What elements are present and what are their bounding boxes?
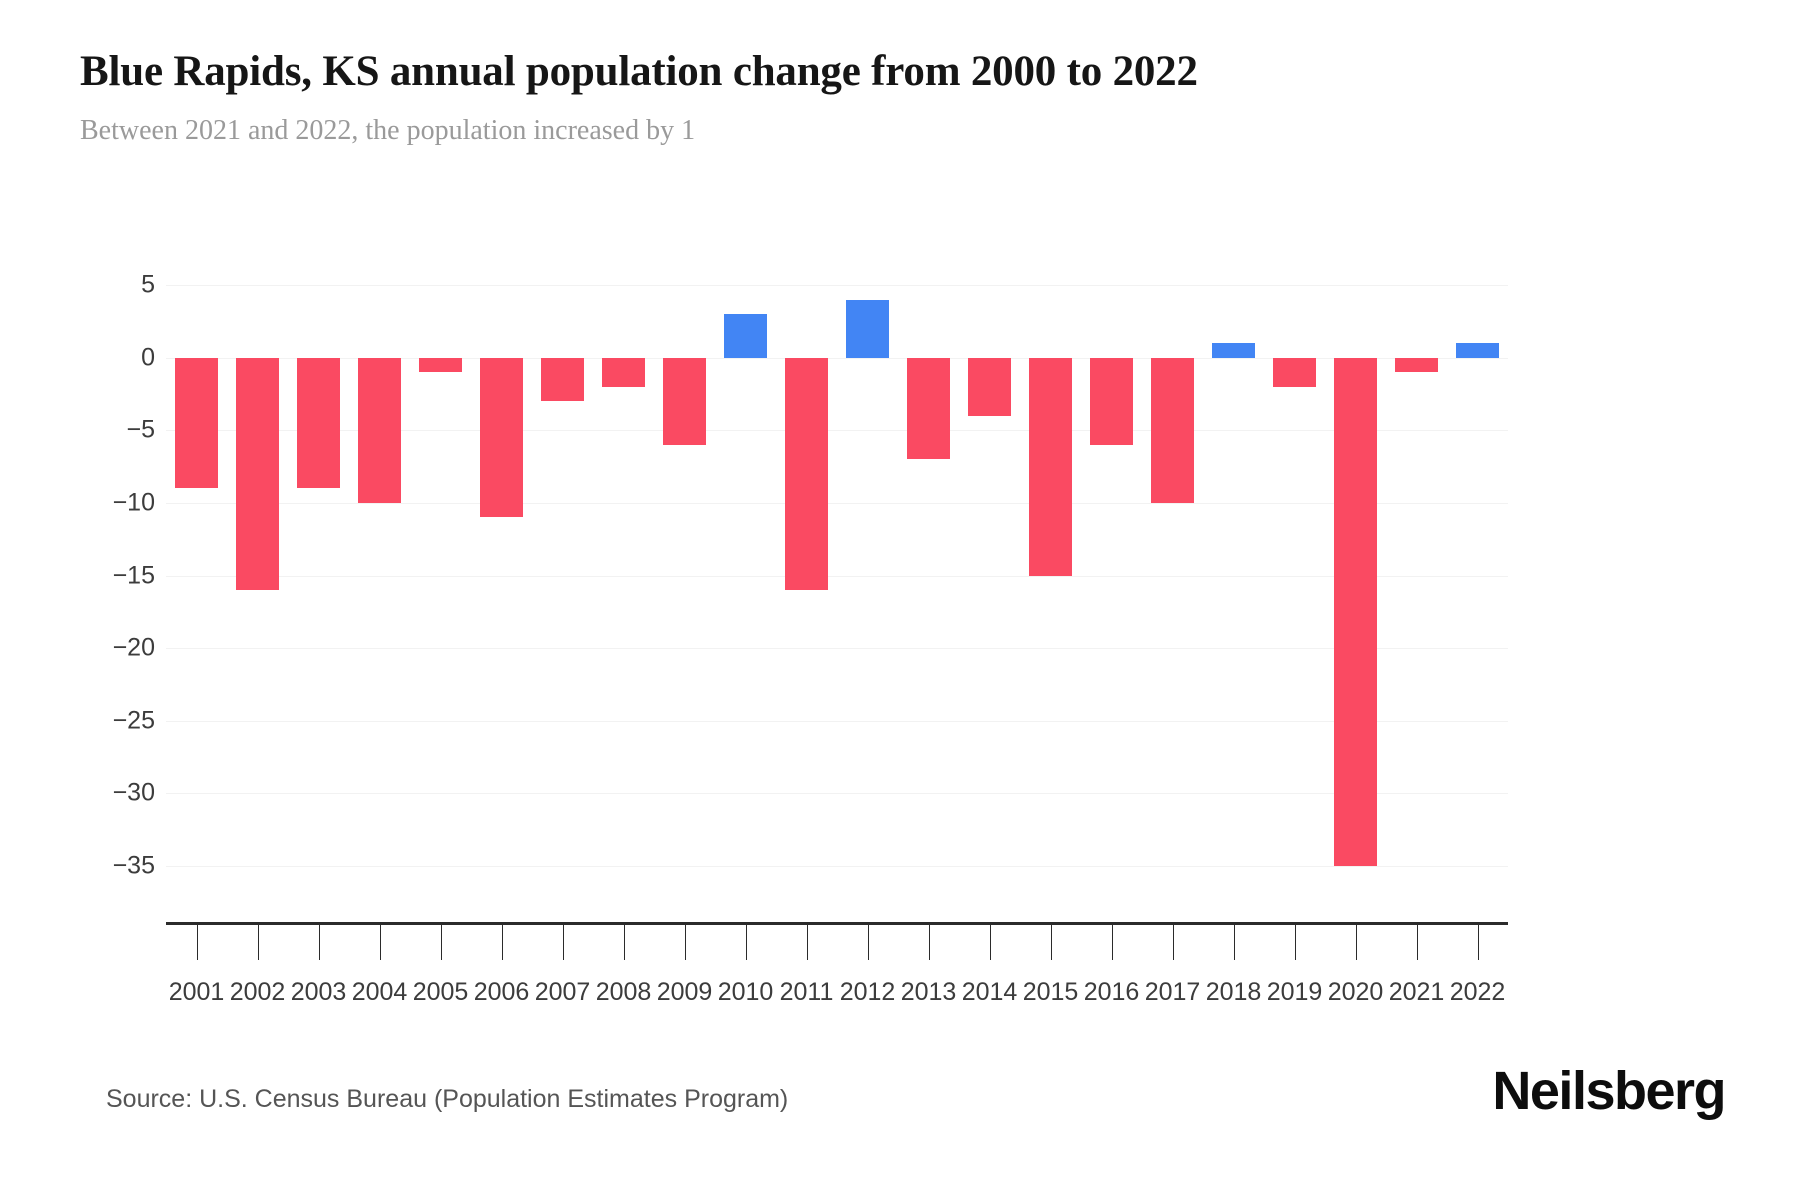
y-axis-tick-label: −30 [112,778,155,807]
x-axis-tick-label: 2017 [1144,978,1201,1006]
x-axis-tick [928,924,931,960]
x-axis-tick-label: 2012 [839,978,896,1006]
bar-2021[interactable] [1395,357,1438,373]
bar-2004[interactable] [358,357,401,503]
y-axis-tick-label: 0 [141,343,155,372]
x-axis-tick-label: 2016 [1083,978,1140,1006]
bar-2008[interactable] [602,357,645,387]
y-axis-tick-label: −20 [112,633,155,662]
y-axis-tick-label: −35 [112,851,155,880]
x-axis-tick [379,924,382,960]
x-axis-tick-label: 2005 [412,978,469,1006]
x-axis-tick [1111,924,1114,960]
bar-2017[interactable] [1151,357,1194,503]
bar-2019[interactable] [1273,357,1316,387]
x-axis-tick [1233,924,1236,960]
gridline-0 [166,357,1508,359]
x-axis-tick-label: 2009 [656,978,713,1006]
x-axis-tick [867,924,870,960]
chart-header: Blue Rapids, KS annual population change… [80,48,1720,148]
x-axis-tick-label: 2007 [534,978,591,1006]
x-axis-tick [1050,924,1053,960]
x-axis-tick-label: 2002 [229,978,286,1006]
bar-2002[interactable] [236,357,279,591]
x-axis-tick [562,924,565,960]
bar-2006[interactable] [480,357,523,518]
bar-2015[interactable] [1029,357,1072,576]
x-axis-tick [1477,924,1480,960]
chart-subtitle: Between 2021 and 2022, the population in… [80,115,696,147]
x-axis-tick [1355,924,1358,960]
bar-2016[interactable] [1090,357,1133,445]
bar-2005[interactable] [419,357,462,373]
x-axis-tick [745,924,748,960]
bar-2018[interactable] [1212,343,1255,358]
x-axis-tick [684,924,687,960]
bar-2003[interactable] [297,357,340,489]
gridline--30 [166,793,1508,795]
x-axis-tick [1416,924,1419,960]
x-axis-tick-label: 2019 [1266,978,1323,1006]
x-axis-tick [257,924,260,960]
bar-2007[interactable] [541,357,584,402]
x-axis-tick [989,924,992,960]
page-title: Blue Rapids, KS annual population change… [80,48,1198,95]
x-axis-tick-label: 2011 [779,978,834,1006]
source-note: Source: U.S. Census Bureau (Population E… [106,1085,789,1113]
x-axis-tick-label: 2020 [1327,978,1384,1006]
x-axis-tick-label: 2022 [1449,978,1506,1006]
gridline--10 [166,502,1508,504]
x-axis-tick-label: 2010 [717,978,774,1006]
y-axis-tick-label: −10 [112,488,155,517]
bar-2012[interactable] [846,299,889,358]
x-axis-tick [440,924,443,960]
brand-logo: Neilsberg [1492,1061,1726,1121]
x-axis-tick [318,924,321,960]
x-axis-tick-label: 2001 [168,978,225,1006]
gridline--20 [166,648,1508,650]
bars-group [166,0,1508,1200]
x-axis-tick-label: 2015 [1022,978,1079,1006]
y-axis-tick-label: −25 [112,706,155,735]
x-axis-tick [806,924,809,960]
x-axis-tick [196,924,199,960]
x-axis-tick [501,924,504,960]
x-axis-tick-label: 2013 [900,978,957,1006]
x-axis-tick-label: 2004 [351,978,408,1006]
x-axis-tick-label: 2018 [1205,978,1262,1006]
x-axis-tick [1172,924,1175,960]
x-axis-tick-label: 2021 [1388,978,1445,1006]
bar-2020[interactable] [1334,357,1377,866]
bar-2010[interactable] [724,314,767,358]
x-axis-tick-label: 2008 [595,978,652,1006]
y-axis-tick-label: −5 [126,415,155,444]
bar-2014[interactable] [968,357,1011,416]
y-axis-tick-label: −15 [112,561,155,589]
x-axis-tick [623,924,626,960]
bar-2011[interactable] [785,357,828,591]
gridline--5 [166,430,1508,432]
x-axis-tick [1294,924,1297,960]
x-axis-tick-label: 2006 [473,978,530,1006]
y-axis-tick-label: 5 [141,270,155,299]
gridline--25 [166,720,1508,722]
bar-2022[interactable] [1456,343,1499,358]
bar-2001[interactable] [175,357,218,489]
x-axis-tick-label: 2014 [961,978,1018,1006]
gridline--15 [166,575,1508,577]
bar-2013[interactable] [907,357,950,460]
x-axis-tick-label: 2003 [290,978,347,1006]
x-axis-line [166,922,1508,925]
gridline-5 [166,285,1508,286]
gridline--35 [166,866,1508,867]
bar-2009[interactable] [663,357,706,445]
